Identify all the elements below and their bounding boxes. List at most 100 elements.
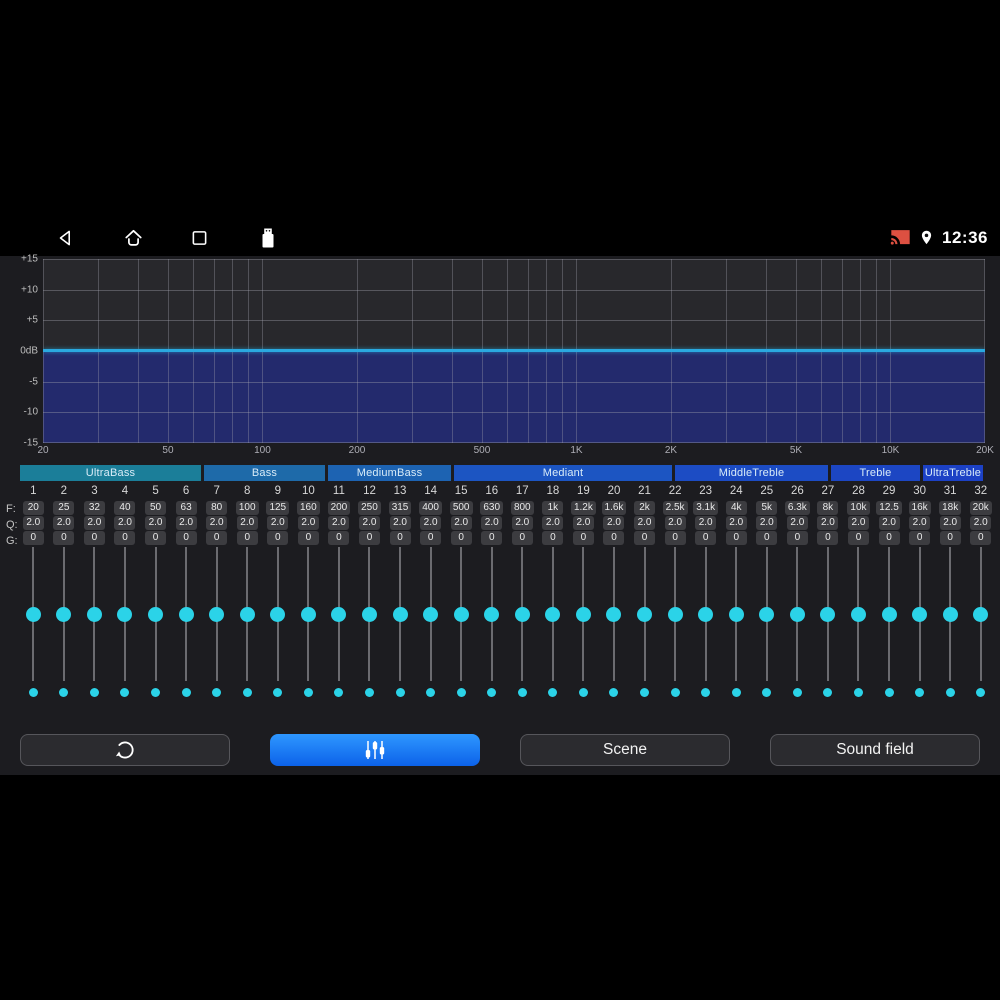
band-gain-cell[interactable]: 0 — [175, 531, 197, 545]
band-q-cell[interactable]: 2.0 — [267, 516, 289, 530]
gain-slider[interactable] — [263, 547, 294, 707]
gain-slider[interactable] — [293, 547, 324, 707]
slider-knob[interactable] — [239, 606, 255, 622]
band-q-cell[interactable]: 2.0 — [114, 516, 136, 530]
band-gain-cell[interactable]: 0 — [695, 531, 717, 545]
band-gain-cell[interactable]: 0 — [53, 531, 75, 545]
band-gain-cell[interactable]: 0 — [939, 531, 961, 545]
slider-knob[interactable] — [728, 606, 744, 622]
band-q-cell[interactable]: 2.0 — [175, 516, 197, 530]
slider-knob[interactable] — [423, 606, 439, 622]
band-q-cell[interactable]: 2.0 — [236, 516, 258, 530]
gain-slider[interactable] — [843, 547, 874, 707]
slider-knob[interactable] — [973, 606, 989, 622]
band-q-cell[interactable]: 2.0 — [358, 516, 380, 530]
band-frequency-cell[interactable]: 100 — [235, 501, 259, 515]
band-q-cell[interactable]: 2.0 — [206, 516, 228, 530]
gain-slider[interactable] — [690, 547, 721, 707]
band-frequency-cell[interactable]: 250 — [358, 501, 381, 515]
slider-knob[interactable] — [575, 606, 591, 622]
slider-knob[interactable] — [300, 606, 316, 622]
band-q-cell[interactable]: 2.0 — [511, 516, 533, 530]
band-gain-cell[interactable]: 0 — [542, 531, 564, 545]
slider-knob[interactable] — [759, 606, 775, 622]
band-gain-cell[interactable]: 0 — [267, 531, 289, 545]
slider-knob[interactable] — [270, 606, 286, 622]
band-q-cell[interactable]: 2.0 — [695, 516, 717, 530]
gain-slider[interactable] — [446, 547, 477, 707]
gain-slider[interactable] — [965, 547, 996, 707]
band-q-cell[interactable]: 2.0 — [22, 516, 44, 530]
band-gain-cell[interactable]: 0 — [725, 531, 747, 545]
band-frequency-cell[interactable]: 18k — [939, 501, 962, 515]
gain-slider[interactable] — [354, 547, 385, 707]
slider-knob[interactable] — [117, 606, 133, 622]
slider-knob[interactable] — [178, 606, 194, 622]
band-gain-cell[interactable]: 0 — [145, 531, 167, 545]
slider-knob[interactable] — [392, 606, 408, 622]
slider-knob[interactable] — [361, 606, 377, 622]
gain-slider[interactable] — [935, 547, 966, 707]
gain-slider[interactable] — [874, 547, 905, 707]
gain-slider[interactable] — [813, 547, 844, 707]
band-q-cell[interactable]: 2.0 — [542, 516, 564, 530]
band-q-cell[interactable]: 2.0 — [389, 516, 411, 530]
band-frequency-cell[interactable]: 6.3k — [784, 501, 810, 515]
slider-knob[interactable] — [209, 606, 225, 622]
band-frequency-cell[interactable]: 40 — [114, 501, 136, 515]
band-frequency-cell[interactable]: 10k — [847, 501, 870, 515]
band-gain-cell[interactable]: 0 — [603, 531, 625, 545]
reset-button[interactable] — [20, 734, 230, 766]
band-gain-cell[interactable]: 0 — [878, 531, 900, 545]
sound-field-button[interactable]: Sound field — [770, 734, 980, 766]
band-frequency-cell[interactable]: 200 — [327, 501, 351, 515]
band-q-cell[interactable]: 2.0 — [83, 516, 105, 530]
band-q-cell[interactable]: 2.0 — [603, 516, 625, 530]
band-frequency-cell[interactable]: 20k — [969, 501, 992, 515]
gain-slider[interactable] — [507, 547, 538, 707]
usb-icon[interactable] — [258, 226, 278, 250]
slider-knob[interactable] — [667, 606, 683, 622]
band-gain-cell[interactable]: 0 — [420, 531, 442, 545]
band-gain-cell[interactable]: 0 — [389, 531, 411, 545]
slider-knob[interactable] — [606, 606, 622, 622]
band-frequency-cell[interactable]: 160 — [297, 501, 320, 515]
band-gain-cell[interactable]: 0 — [206, 531, 228, 545]
gain-slider[interactable] — [721, 547, 752, 707]
band-gain-cell[interactable]: 0 — [634, 531, 656, 545]
gain-slider[interactable] — [18, 547, 49, 707]
back-icon[interactable] — [55, 227, 77, 249]
band-gain-cell[interactable]: 0 — [847, 531, 869, 545]
band-gain-cell[interactable]: 0 — [114, 531, 136, 545]
band-q-cell[interactable]: 2.0 — [786, 516, 808, 530]
band-q-cell[interactable]: 2.0 — [878, 516, 900, 530]
band-frequency-cell[interactable]: 32 — [83, 501, 105, 515]
gain-slider[interactable] — [385, 547, 416, 707]
band-frequency-cell[interactable]: 3.1k — [693, 501, 719, 515]
band-gain-cell[interactable]: 0 — [664, 531, 686, 545]
band-frequency-cell[interactable]: 5k — [756, 501, 778, 515]
gain-slider[interactable] — [752, 547, 783, 707]
band-frequency-cell[interactable]: 4k — [725, 501, 747, 515]
band-frequency-cell[interactable]: 400 — [419, 501, 442, 515]
band-frequency-cell[interactable]: 12.5 — [876, 501, 902, 515]
band-q-cell[interactable]: 2.0 — [664, 516, 686, 530]
gain-slider[interactable] — [171, 547, 202, 707]
gain-slider[interactable] — [140, 547, 171, 707]
band-q-cell[interactable]: 2.0 — [909, 516, 931, 530]
band-q-cell[interactable]: 2.0 — [817, 516, 839, 530]
band-q-cell[interactable]: 2.0 — [634, 516, 656, 530]
band-frequency-cell[interactable]: 125 — [266, 501, 290, 515]
band-gain-cell[interactable]: 0 — [970, 531, 992, 545]
band-frequency-cell[interactable]: 2.5k — [662, 501, 688, 515]
gain-slider[interactable] — [232, 547, 263, 707]
recents-icon[interactable] — [189, 228, 210, 249]
band-gain-cell[interactable]: 0 — [481, 531, 503, 545]
band-frequency-cell[interactable]: 2k — [634, 501, 656, 515]
gain-slider[interactable] — [415, 547, 446, 707]
band-gain-cell[interactable]: 0 — [511, 531, 533, 545]
slider-knob[interactable] — [698, 606, 714, 622]
home-icon[interactable] — [122, 227, 145, 250]
gain-slider[interactable] — [660, 547, 691, 707]
slider-knob[interactable] — [789, 606, 805, 622]
